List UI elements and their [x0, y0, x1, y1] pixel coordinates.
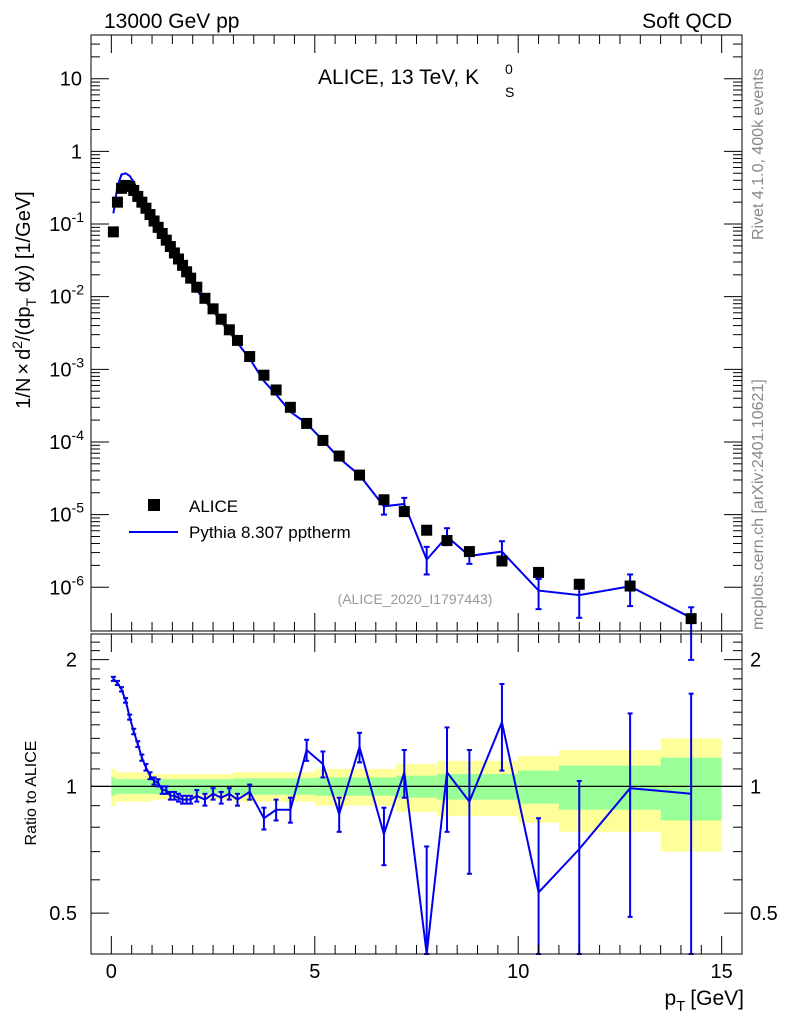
main-panel: 10-6 10-5 10-4 10-3 10-2 10-1 1 10 ALICE, 13 Te…	[9, 34, 743, 661]
data-point	[172, 253, 184, 265]
data-point	[128, 184, 140, 196]
legend-marker-data	[148, 499, 160, 511]
data-point	[378, 494, 390, 506]
x-tick-label: 5	[309, 961, 320, 983]
data-point	[333, 450, 345, 462]
data-point	[140, 202, 152, 214]
data-point	[244, 351, 256, 363]
data-point	[207, 303, 219, 315]
mcplots-label: mcplots.cern.ch [arXiv:2401.10621]	[750, 379, 767, 630]
data-point	[354, 469, 366, 481]
y-tick-label: 10-6	[49, 572, 84, 599]
data-point	[177, 259, 189, 271]
data-point	[132, 190, 144, 202]
data-point	[191, 281, 203, 293]
analysis-tag: (ALICE_2020_I1797443)	[338, 591, 493, 607]
y-axis-label: 1/N×d2/(dpT dy) [1/GeV]	[9, 191, 39, 408]
data-point	[421, 524, 433, 536]
ratio-y-label: Ratio to ALICE	[23, 741, 40, 846]
header-left: 13000 GeV pp	[104, 10, 239, 33]
plot-title: ALICE, 13 TeV, K 0 S	[318, 61, 514, 100]
ratio-band-inner	[558, 765, 661, 810]
ratio-tick-label-right: 2	[750, 650, 761, 672]
data-point	[199, 292, 211, 304]
data-point	[463, 546, 475, 558]
x-tick-label: 15	[711, 961, 733, 983]
data-point	[181, 266, 193, 278]
title-sup: 0	[505, 61, 513, 77]
data-point	[160, 234, 172, 246]
rivet-label: Rivet 4.1.0, 400k events	[750, 68, 767, 240]
data-point	[441, 535, 453, 547]
data-point	[496, 555, 508, 567]
ratio-tick-label-right: 1	[750, 776, 761, 798]
y-tick-label: 10	[60, 69, 82, 91]
legend-label-data: ALICE	[189, 497, 238, 516]
data-point	[111, 196, 123, 208]
data-point	[185, 272, 197, 284]
data-point	[301, 417, 313, 429]
y-tick-label: 10-2	[49, 282, 84, 309]
data-point	[685, 613, 697, 625]
data-point	[284, 401, 296, 413]
data-point	[573, 578, 585, 590]
data-point	[168, 247, 180, 259]
data-point	[148, 215, 160, 227]
title-sub: S	[505, 84, 514, 100]
x-tick-label: 10	[507, 961, 529, 983]
y-tick-label: 10-3	[49, 354, 84, 381]
data-point	[144, 209, 156, 221]
data-point	[398, 506, 410, 518]
header-right: Soft QCD	[642, 10, 732, 33]
x-axis-label: pT [GeV]	[664, 987, 744, 1015]
data-point	[317, 434, 329, 446]
mc-series-line	[112, 172, 692, 619]
data-point	[107, 226, 119, 238]
y-tick-label: 1	[71, 141, 82, 163]
x-tick-label: 0	[106, 961, 117, 983]
legend: ALICE Pythia 8.307 pptherm	[129, 497, 351, 542]
svg-text:ALICE, 13 TeV, K: ALICE, 13 TeV, K	[318, 66, 479, 89]
data-point	[533, 566, 545, 578]
data-point	[152, 221, 164, 233]
data-point	[164, 241, 176, 253]
data-point	[258, 369, 270, 381]
ratio-panel: 0 5 10 15 0.5 0.5 1 1 2 2 Ratio to ALICE	[23, 633, 778, 983]
ratio-tick-label-left: 0.5	[49, 903, 77, 925]
data-point	[136, 196, 148, 208]
ratio-tick-label-left: 2	[66, 650, 77, 672]
y-tick-label: 10-4	[49, 427, 84, 454]
data-point	[231, 334, 243, 346]
data-point	[624, 580, 636, 592]
data-point	[215, 313, 227, 325]
y-tick-label: 10-1	[49, 209, 84, 236]
data-point	[223, 324, 235, 336]
ratio-band-inner	[518, 770, 559, 804]
legend-label-mc: Pythia 8.307 pptherm	[189, 523, 351, 542]
title-text: ALICE, 13 TeV, K	[318, 66, 479, 89]
data-point	[270, 384, 282, 396]
ratio-tick-label-right: 0.5	[750, 903, 778, 925]
ratio-tick-label-left: 1	[66, 776, 77, 798]
data-point	[156, 228, 168, 240]
y-tick-label: 10-5	[49, 500, 84, 527]
